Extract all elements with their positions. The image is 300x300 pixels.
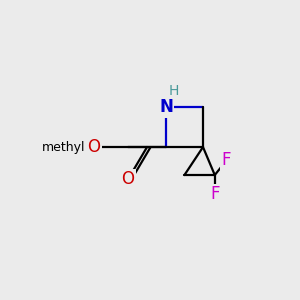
Text: O: O bbox=[88, 138, 100, 156]
Text: N: N bbox=[159, 98, 173, 116]
Text: F: F bbox=[210, 185, 220, 203]
Text: methyl: methyl bbox=[41, 141, 85, 154]
Text: F: F bbox=[222, 151, 231, 169]
Text: H: H bbox=[168, 84, 179, 98]
Text: O: O bbox=[122, 170, 134, 188]
